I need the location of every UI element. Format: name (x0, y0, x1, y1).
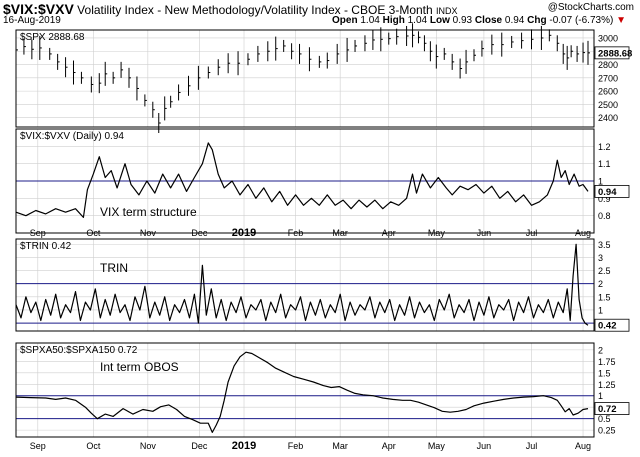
x-tick-label: Sep (30, 441, 46, 451)
y-tick-label-spx-4: 2800 (598, 60, 618, 70)
x-tick-label: Feb (288, 441, 304, 451)
high-value: 1.04 (407, 15, 428, 26)
x-tick-label: 2019 (232, 440, 256, 452)
series-line-trin (15, 243, 589, 326)
y-tick-label-vixvxv-4: 1.2 (598, 142, 611, 152)
y-tick-label-obos-0: 0.25 (598, 426, 616, 436)
low-label: Low (429, 15, 450, 26)
y-tick-label-obos-7: 2 (598, 345, 603, 355)
open-label: Open (332, 15, 358, 26)
x-tick-label: Jun (477, 228, 492, 238)
last-value-spx: 2888.68 (598, 48, 632, 59)
chart-date: 16-Aug-2019 (3, 15, 61, 26)
x-tick-label: Dec (191, 441, 208, 451)
symbol: $VIX:$VXV (3, 1, 74, 17)
legend-obos: $SPXA50:$SPXA150 0.72 (20, 345, 138, 356)
x-tick-label: Aug (575, 441, 591, 451)
x-tick-label: Apr (382, 228, 396, 238)
down-arrow-icon: ▼ (616, 15, 626, 26)
low-value: 0.93 (452, 15, 473, 26)
y-tick-label-vixvxv-3: 1.1 (598, 159, 611, 169)
y-tick-label-spx-3: 2700 (598, 73, 618, 83)
x-tick-label: Jul (526, 441, 538, 451)
x-tick-label: Sep (30, 228, 46, 238)
x-tick-label: May (428, 228, 446, 238)
panel-frame-obos (15, 342, 595, 438)
exchange: INDX (436, 6, 458, 16)
ohlc-readout: Open 1.04 High 1.04 Low 0.93 Close 0.94 … (332, 15, 626, 26)
x-tick-label: Oct (86, 441, 101, 451)
x-tick-label: Apr (382, 441, 396, 451)
legend-vixvxv: $VIX:$VXV (Daily) 0.94 (20, 131, 124, 142)
last-value-obos: 0.72 (598, 404, 617, 415)
y-tick-label-trin-1: 1 (598, 305, 603, 315)
y-tick-label-vixvxv-2: 1 (598, 177, 603, 187)
last-value-box-spx (594, 46, 630, 60)
last-value-box-trin (594, 318, 630, 332)
x-tick-label: Aug (575, 228, 591, 238)
x-tick-label: Jun (477, 441, 492, 451)
y-tick-label-spx-0: 2400 (598, 113, 618, 123)
legend-trin: $TRIN 0.42 (20, 241, 72, 252)
x-tick-label: Nov (140, 228, 157, 238)
high-label: High (382, 15, 405, 26)
y-tick-label-trin-2: 1.5 (598, 292, 611, 302)
y-tick-label-obos-1: 0.5 (598, 414, 611, 424)
watermark: @StockCharts.com (547, 2, 634, 13)
last-value-box-obos (594, 402, 630, 415)
y-tick-label-trin-3: 2 (598, 279, 603, 289)
annotation-vixvxv: VIX term structure (100, 205, 197, 219)
x-tick-label: May (428, 441, 446, 451)
last-value-trin: 0.42 (598, 321, 617, 332)
last-value-vixvxv: 0.94 (598, 187, 617, 198)
close-label: Close (474, 15, 503, 26)
x-tick-label: Nov (140, 441, 157, 451)
series-line-vixvxv (15, 142, 589, 218)
y-tick-label-spx-2: 2600 (598, 87, 618, 97)
x-tick-label: Mar (332, 228, 348, 238)
last-value-box-vixvxv (594, 184, 630, 198)
x-tick-label: Oct (86, 228, 101, 238)
annotation-trin: TRIN (100, 261, 128, 275)
series-line-obos (15, 351, 589, 433)
y-tick-label-trin-5: 3 (598, 253, 603, 263)
chart-header: $VIX:$VXV Volatility Index - New Methodo… (0, 0, 640, 28)
close-value: 0.94 (504, 15, 525, 26)
chg-value: -0.07 (-6.73%) (549, 15, 614, 26)
y-tick-label-obos-5: 1.5 (598, 368, 611, 378)
x-tick-label: Mar (332, 441, 348, 451)
x-tick-label: Dec (191, 228, 208, 238)
y-tick-label-obos-6: 1.75 (598, 357, 616, 367)
open-value: 1.04 (360, 15, 380, 26)
y-tick-label-spx-6: 3000 (598, 33, 618, 43)
chart-title: $VIX:$VXV Volatility Index - New Methodo… (3, 1, 458, 17)
x-tick-label: 2019 (232, 227, 256, 239)
y-tick-label-vixvxv-1: 0.9 (598, 194, 611, 204)
annotation-obos: Int term OBOS (100, 360, 179, 374)
symbol-description: Volatility Index - New Methodology/Volat… (77, 3, 433, 17)
y-tick-label-trin-4: 2.5 (598, 266, 611, 276)
legend-spx: $SPX 2888.68 (20, 32, 85, 43)
y-tick-label-spx-1: 2500 (598, 100, 618, 110)
panel-frame-vixvxv (15, 128, 595, 234)
y-tick-label-vixvxv-0: 0.8 (598, 211, 611, 221)
y-tick-label-trin-6: 3.5 (598, 240, 611, 250)
chg-label: Chg (527, 15, 547, 26)
x-tick-label: Feb (288, 228, 304, 238)
panel-frame-trin (15, 238, 595, 332)
y-tick-label-obos-4: 1.25 (598, 380, 616, 390)
x-tick-label: Jul (526, 228, 538, 238)
panel-frame-spx (15, 29, 595, 128)
y-tick-label-obos-3: 1 (598, 391, 603, 401)
